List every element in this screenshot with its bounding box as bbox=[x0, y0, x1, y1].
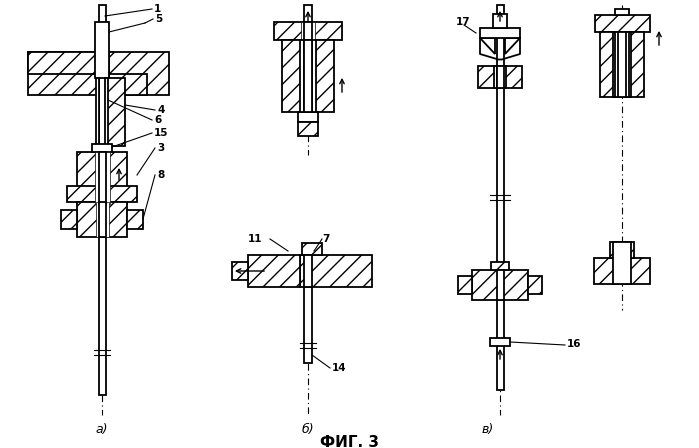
Bar bbox=[282, 40, 334, 112]
Bar bbox=[312, 40, 316, 112]
Text: 3: 3 bbox=[157, 143, 164, 153]
Bar bbox=[274, 22, 342, 40]
Bar bbox=[613, 242, 631, 284]
Bar bbox=[503, 66, 506, 88]
Bar bbox=[472, 270, 528, 300]
Bar bbox=[298, 122, 318, 136]
Bar bbox=[109, 52, 169, 95]
Bar bbox=[95, 152, 110, 204]
Bar bbox=[105, 78, 108, 146]
Bar bbox=[491, 262, 509, 270]
Text: 4: 4 bbox=[157, 105, 164, 115]
Bar bbox=[109, 74, 147, 95]
Bar bbox=[92, 144, 112, 152]
Bar bbox=[615, 9, 629, 15]
Text: 7: 7 bbox=[322, 234, 329, 244]
Bar bbox=[301, 22, 315, 40]
Bar bbox=[300, 255, 372, 287]
Bar bbox=[304, 40, 312, 112]
Text: 17: 17 bbox=[456, 17, 470, 27]
Bar bbox=[304, 255, 312, 287]
Text: ФИГ. 3: ФИГ. 3 bbox=[319, 435, 378, 448]
Bar bbox=[497, 66, 504, 88]
Bar bbox=[494, 66, 497, 88]
Bar bbox=[528, 276, 542, 294]
Bar bbox=[67, 186, 137, 202]
Bar bbox=[127, 210, 143, 229]
Bar bbox=[613, 32, 631, 97]
Bar bbox=[300, 40, 304, 112]
Bar bbox=[77, 152, 127, 204]
Bar bbox=[95, 22, 109, 78]
Bar bbox=[493, 14, 507, 28]
Bar bbox=[96, 78, 99, 146]
Text: б): б) bbox=[302, 423, 315, 436]
Polygon shape bbox=[505, 38, 520, 54]
Bar bbox=[298, 112, 318, 122]
Bar bbox=[107, 78, 125, 146]
Bar bbox=[480, 28, 520, 38]
Text: а): а) bbox=[96, 423, 108, 436]
Bar bbox=[232, 262, 248, 280]
Bar bbox=[99, 152, 106, 204]
Text: 6: 6 bbox=[154, 115, 161, 125]
Text: 15: 15 bbox=[154, 128, 168, 138]
Bar bbox=[99, 5, 106, 395]
Bar bbox=[497, 270, 504, 300]
Bar bbox=[302, 243, 322, 255]
Bar bbox=[28, 52, 113, 74]
Text: 5: 5 bbox=[155, 14, 162, 24]
Bar bbox=[61, 210, 77, 229]
Bar bbox=[96, 202, 109, 237]
Bar bbox=[304, 248, 312, 363]
Bar bbox=[458, 276, 472, 294]
Text: 8: 8 bbox=[157, 170, 164, 180]
Bar bbox=[600, 32, 644, 97]
Bar bbox=[594, 258, 650, 284]
Polygon shape bbox=[480, 38, 495, 54]
Text: в): в) bbox=[482, 423, 494, 436]
Bar bbox=[248, 255, 300, 287]
Text: 16: 16 bbox=[567, 339, 582, 349]
Bar bbox=[610, 242, 634, 258]
Bar bbox=[615, 32, 618, 97]
Bar bbox=[595, 15, 650, 32]
Bar bbox=[304, 5, 312, 60]
Bar bbox=[497, 5, 504, 390]
Text: 11: 11 bbox=[248, 234, 263, 244]
Text: 14: 14 bbox=[332, 363, 347, 373]
Bar bbox=[77, 202, 127, 237]
Text: 1: 1 bbox=[154, 4, 161, 14]
Bar bbox=[626, 32, 629, 97]
Bar bbox=[490, 338, 510, 346]
Bar bbox=[99, 202, 106, 237]
Bar bbox=[28, 52, 97, 95]
Bar bbox=[304, 22, 312, 40]
Bar bbox=[478, 66, 522, 88]
